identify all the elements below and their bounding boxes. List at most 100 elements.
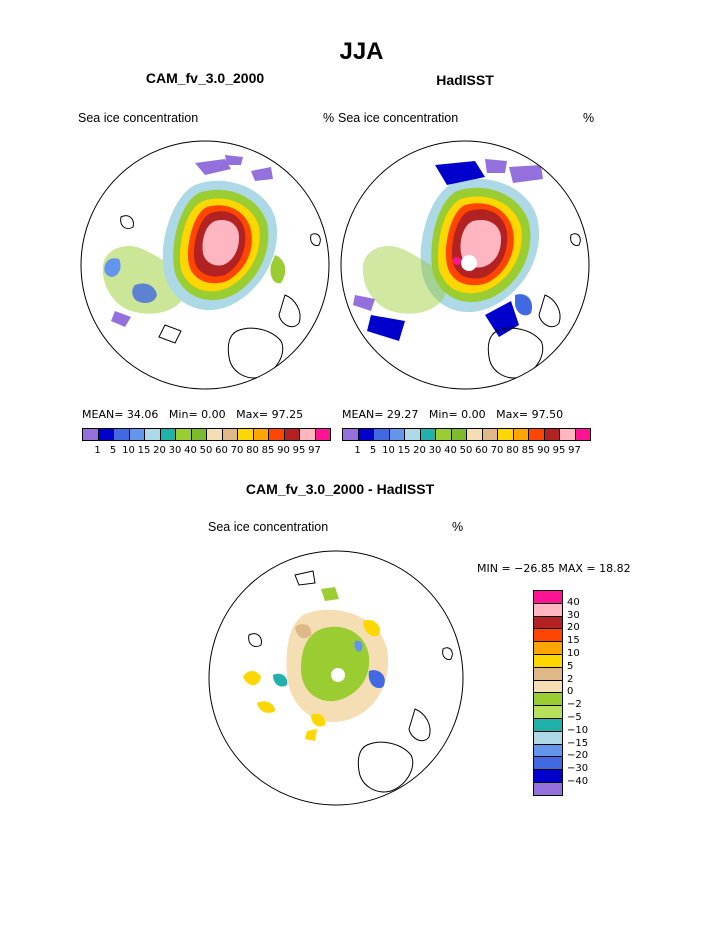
panel1-colorbar-tick: 20 bbox=[153, 445, 166, 456]
panel2-colorbar-swatch bbox=[435, 428, 452, 441]
panel2-colorbar-swatch bbox=[450, 428, 467, 441]
diff-legend-swatch bbox=[533, 692, 563, 707]
diff-legend-swatch bbox=[533, 615, 563, 630]
diff-legend-label: −20 bbox=[567, 750, 589, 762]
diff-legend-label: 10 bbox=[567, 648, 580, 659]
diff-legend-swatch bbox=[533, 628, 563, 643]
diff-legend-label: 30 bbox=[567, 609, 580, 621]
diff-units: % bbox=[452, 520, 464, 534]
panel1-colorbar-swatch bbox=[283, 428, 300, 441]
diff-legend-label: −5 bbox=[567, 712, 582, 723]
diff-legend-label: 15 bbox=[567, 635, 580, 647]
panel1-colorbar-tick: 1 bbox=[94, 445, 101, 456]
panel1-min-label: Min= bbox=[168, 408, 198, 421]
panel1-field-label: Sea ice concentration bbox=[78, 111, 199, 125]
panel2-colorbar-tick: 95 bbox=[552, 445, 566, 456]
panel1-colorbar-swatch bbox=[299, 428, 316, 441]
panel2-colorbar-swatch bbox=[357, 428, 374, 441]
panel1-colorbar-tick: 5 bbox=[109, 445, 117, 456]
panel1-colorbar-tick: 90 bbox=[277, 445, 290, 456]
diff-polar-map bbox=[208, 550, 464, 806]
panel2-colorbar-tick: 40 bbox=[444, 445, 457, 456]
panel2-colorbar-tick: 5 bbox=[369, 445, 377, 456]
panel1-colorbar-tick: 95 bbox=[292, 445, 306, 456]
diff-legend-label: 0 bbox=[567, 686, 574, 698]
panel1-colorbar-swatch bbox=[113, 428, 130, 441]
panel2-colorbar-ticks: 1 5 10 15 20 30 40 50 60 70 80 85 90 95 97 bbox=[342, 445, 590, 459]
panel2-mean-label: MEAN= bbox=[342, 408, 384, 421]
panel1-colorbar-swatch bbox=[144, 428, 161, 441]
diff-stats: MIN = −26.85 MAX = 18.82 bbox=[477, 562, 631, 575]
panel1-colorbar-ticks: 1 5 10 15 20 30 40 50 60 70 80 85 90 95 97 bbox=[82, 445, 330, 459]
diff-legend-label: 5 bbox=[567, 660, 574, 672]
diff-legend: 40 30 20 15 10 5 2 0 −2 −5 −10 −15 −20 −30 −40 bbox=[533, 590, 633, 802]
panel1-colorbar-swatch bbox=[97, 428, 114, 441]
panel2-colorbar-swatch bbox=[404, 428, 421, 441]
panel1-mean-label: MEAN= bbox=[82, 408, 124, 421]
panel1-colorbar bbox=[82, 428, 331, 441]
diff-legend-swatch bbox=[533, 679, 563, 694]
panel2-max-value: 97.50 bbox=[531, 408, 564, 421]
panel2-colorbar-swatch bbox=[481, 428, 498, 441]
panel1-colorbar-swatch bbox=[221, 428, 238, 441]
panel2-stats: MEAN= 29.27 Min= 0.00 Max= 97.50 bbox=[342, 408, 563, 421]
diff-legend-swatch bbox=[533, 705, 563, 719]
panel1-colorbar-tick: 40 bbox=[184, 445, 197, 456]
panel1-colorbar-tick: 80 bbox=[246, 445, 259, 456]
diff-field-label: Sea ice concentration bbox=[208, 520, 329, 534]
diff-legend-swatch bbox=[533, 641, 563, 655]
panel1-colorbar-swatch bbox=[268, 428, 285, 441]
diff-legend-label: 40 bbox=[567, 596, 580, 608]
panel2-colorbar-swatch bbox=[528, 428, 545, 441]
panel2-colorbar-tick: 10 bbox=[382, 445, 395, 456]
panel2-colorbar-tick: 20 bbox=[413, 445, 426, 456]
panel2-colorbar-tick: 97 bbox=[568, 445, 581, 456]
diff-legend-label: 20 bbox=[567, 622, 580, 634]
panel2-polar-map bbox=[340, 140, 590, 390]
page-title: JJA bbox=[339, 38, 384, 65]
panel1-colorbar-tick: 60 bbox=[215, 445, 228, 456]
panel1-colorbar-swatch bbox=[314, 428, 331, 441]
panel2-colorbar bbox=[342, 428, 591, 441]
panel2-min-value: 0.00 bbox=[461, 408, 486, 421]
panel2-colorbar-tick: 90 bbox=[537, 445, 550, 456]
panel2-colorbar-swatch bbox=[512, 428, 529, 441]
panel1-colorbar-swatch bbox=[82, 428, 99, 441]
panel2-colorbar-swatch bbox=[466, 428, 483, 441]
panel2-colorbar-tick: 30 bbox=[428, 445, 442, 456]
panel2-colorbar-swatch bbox=[497, 428, 514, 441]
panel2-min-label: Min= bbox=[428, 408, 458, 421]
diff-legend-swatch bbox=[533, 782, 563, 796]
diff-legend-swatch bbox=[533, 769, 563, 783]
panel2-colorbar-tick: 1 bbox=[354, 445, 361, 456]
panel1-polar-map bbox=[80, 140, 330, 390]
diff-legend-swatch bbox=[533, 666, 563, 681]
panel1-colorbar-swatch bbox=[252, 428, 269, 441]
panel1-colorbar-tick: 85 bbox=[261, 445, 275, 456]
panel1-colorbar-tick: 10 bbox=[122, 445, 135, 456]
panel1-colorbar-swatch bbox=[159, 428, 176, 441]
panel1-max-value: 97.25 bbox=[271, 408, 304, 421]
panel2-field-label: Sea ice concentration bbox=[338, 111, 459, 125]
diff-legend-swatch bbox=[533, 590, 563, 604]
diff-legend-label: −2 bbox=[567, 699, 582, 711]
panel1-colorbar-swatch bbox=[128, 428, 145, 441]
panel2-title: HadISST bbox=[436, 72, 494, 88]
panel1-mean-value: 34.06 bbox=[126, 408, 159, 421]
diff-legend-swatch bbox=[533, 718, 563, 732]
panel2-mean-value: 29.27 bbox=[386, 408, 419, 421]
panel1-stats: MEAN= 34.06 Min= 0.00 Max= 97.25 bbox=[82, 408, 303, 421]
diff-legend-swatch bbox=[533, 602, 563, 617]
panel2-colorbar-swatch bbox=[419, 428, 436, 441]
panel1-colorbar-tick: 15 bbox=[137, 445, 151, 456]
panel2-colorbar-swatch bbox=[559, 428, 576, 441]
diff-legend-swatch bbox=[533, 730, 563, 745]
panel1-colorbar-swatch bbox=[237, 428, 254, 441]
panel2-colorbar-tick: 85 bbox=[521, 445, 535, 456]
panel1-colorbar-swatch bbox=[175, 428, 192, 441]
diff-legend-swatch bbox=[533, 743, 563, 758]
panel1-colorbar-tick: 50 bbox=[199, 445, 213, 456]
panel1-colorbar-tick: 70 bbox=[230, 445, 244, 456]
diff-legend-label: 2 bbox=[567, 673, 574, 685]
panel1-max-label: Max= bbox=[236, 408, 269, 421]
